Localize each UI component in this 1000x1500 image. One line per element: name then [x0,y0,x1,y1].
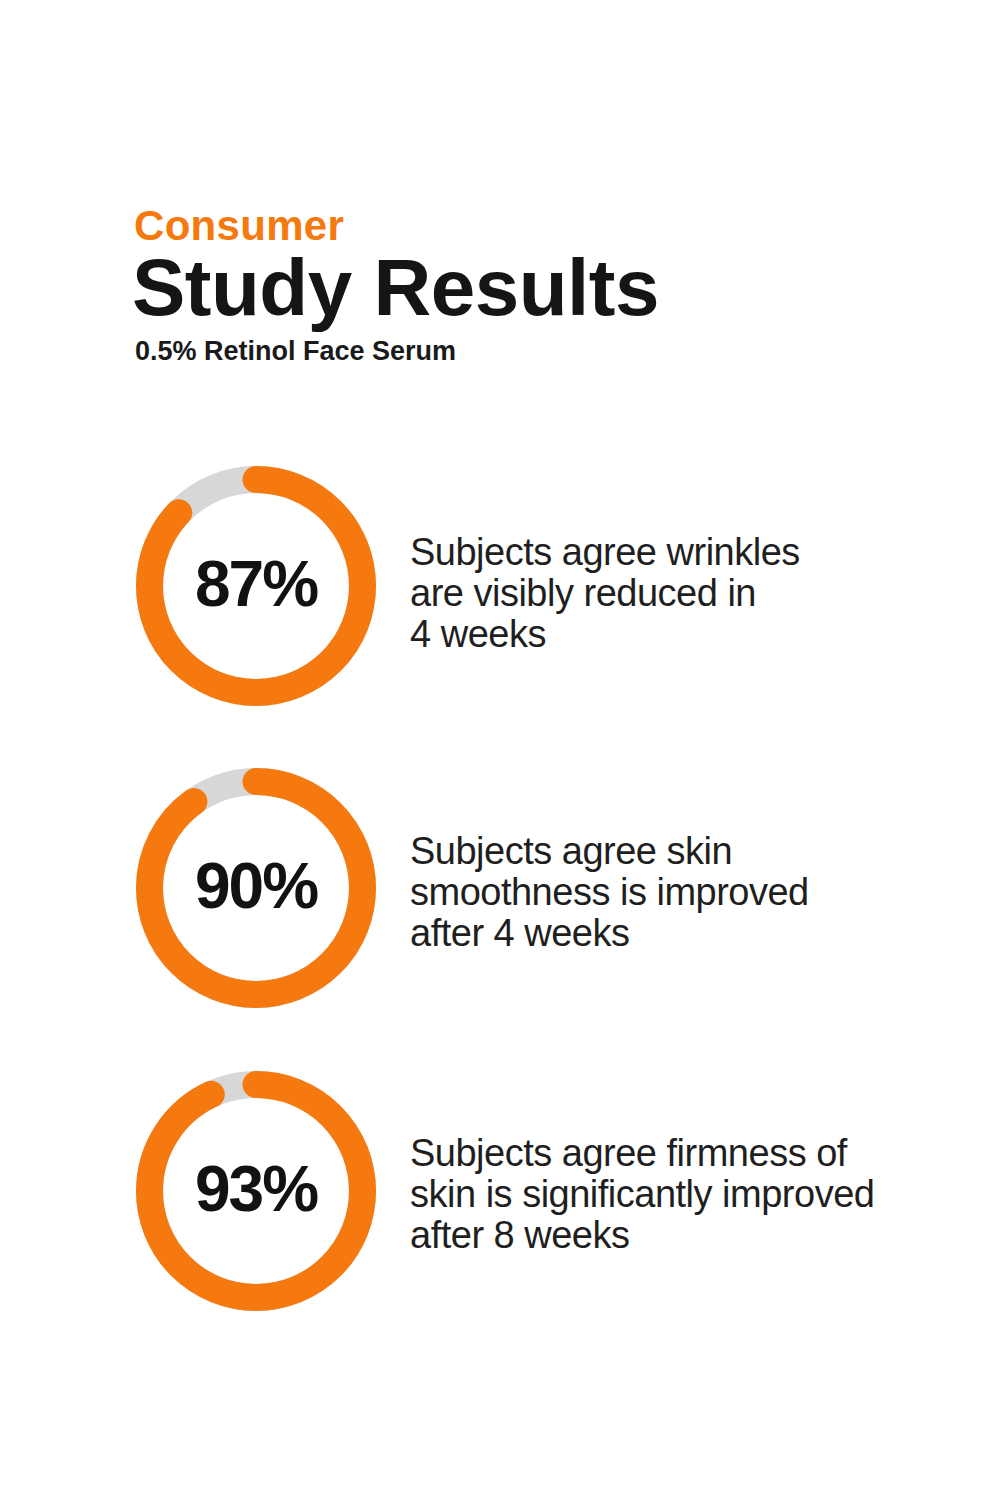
stat-description-line: 4 weeks [410,614,800,655]
stat-description-line: Subjects agree firmness of [410,1133,874,1174]
stat-row: 87% Subjects agree wrinkles are visibly … [136,466,916,706]
stat-row: 93% Subjects agree firmness of skin is s… [136,1071,916,1311]
stat-description: Subjects agree skin smoothness is improv… [410,831,809,954]
stat-description-line: are visibly reduced in [410,573,800,614]
infographic-page: Consumer Study Results 0.5% Retinol Face… [0,0,1000,1500]
stat-value: 93% [136,1157,376,1221]
stat-row: 90% Subjects agree skin smoothness is im… [136,768,916,1008]
stat-value: 87% [136,552,376,616]
stat-description: Subjects agree wrinkles are visibly redu… [410,532,800,655]
stat-description-line: smoothness is improved [410,872,809,913]
stat-description-line: after 4 weeks [410,913,809,954]
stat-description-line: skin is significantly improved [410,1174,874,1215]
stat-description: Subjects agree firmness of skin is signi… [410,1133,874,1256]
page-title: Study Results [132,248,659,328]
stat-description-line: Subjects agree skin [410,831,809,872]
eyebrow-label: Consumer [134,205,344,247]
stat-description-line: Subjects agree wrinkles [410,532,800,573]
page-subtitle: 0.5% Retinol Face Serum [135,338,456,365]
stat-description-line: after 8 weeks [410,1215,874,1256]
stat-value: 90% [136,854,376,918]
